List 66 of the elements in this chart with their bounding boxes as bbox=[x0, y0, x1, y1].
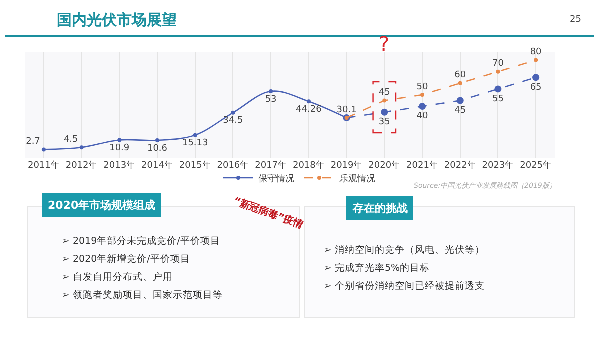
x-tick-label: 2023年 bbox=[482, 160, 514, 171]
data-label: 40 bbox=[416, 112, 428, 122]
data-label: 44.26 bbox=[296, 104, 322, 115]
text: ➢ 领跑者奖励项目、国家示范项目等 bbox=[62, 289, 223, 301]
x-tick-label: 2018年 bbox=[292, 160, 325, 171]
point bbox=[419, 103, 426, 110]
x-tick-label: 2012年 bbox=[66, 160, 98, 171]
x-tick-label: 2017年 bbox=[255, 160, 288, 171]
data-label: 60 bbox=[454, 70, 466, 81]
data-label: 30.1 bbox=[336, 105, 357, 116]
data-label: 70 bbox=[492, 59, 504, 70]
point bbox=[496, 70, 500, 74]
legend-label: 保守情况 bbox=[258, 174, 294, 185]
text: ➢ 消纳空间的竞争（风电、光伏等） bbox=[324, 244, 485, 256]
x-tick-label: 2014年 bbox=[142, 160, 174, 171]
data-label: 2.7 bbox=[26, 136, 40, 147]
point bbox=[494, 86, 502, 93]
point bbox=[420, 93, 424, 97]
x-tick-label: 2016年 bbox=[217, 160, 250, 171]
point bbox=[42, 148, 46, 152]
text: “新冠病毒”疫情 bbox=[232, 195, 305, 232]
chart-title: 国内光伏市场展望 bbox=[57, 11, 177, 29]
text: ? bbox=[379, 32, 390, 56]
data-label: 10.6 bbox=[147, 144, 168, 154]
legend-label: 乐观情况 bbox=[340, 174, 376, 185]
data-label: 80 bbox=[530, 48, 542, 58]
point bbox=[231, 110, 236, 115]
data-label: 45 bbox=[378, 88, 390, 98]
point bbox=[532, 74, 540, 82]
x-tick-label: 2013年 bbox=[104, 160, 136, 171]
x-tick-label: 2022年 bbox=[444, 160, 476, 171]
point bbox=[306, 100, 311, 104]
point bbox=[193, 133, 198, 138]
data-label: 50 bbox=[416, 82, 428, 92]
x-tick-label: 2011年 bbox=[28, 160, 60, 171]
data-label: 53 bbox=[265, 94, 277, 105]
data-label: 55 bbox=[492, 94, 504, 104]
point bbox=[118, 138, 122, 142]
data-label: 65 bbox=[530, 82, 542, 93]
text: ➢ 个别省份消纳空间已经被提前透支 bbox=[324, 280, 485, 292]
data-label: 10.9 bbox=[110, 143, 130, 154]
point bbox=[534, 58, 538, 62]
text: ➢ 完成弃光率5%的目标 bbox=[324, 262, 430, 274]
point bbox=[381, 108, 388, 116]
data-label: 35 bbox=[378, 117, 390, 128]
data-label: 4.5 bbox=[64, 134, 78, 145]
x-tick-label: 2025年 bbox=[520, 160, 552, 171]
x-tick-label: 2019年 bbox=[330, 160, 363, 171]
data-label: 15.13 bbox=[182, 138, 208, 149]
text: ➢ 2020年新增竞价/平价项目 bbox=[62, 253, 190, 265]
text: 2020年市场规模组成 bbox=[48, 199, 156, 212]
x-tick-label: 2020年 bbox=[368, 160, 401, 171]
text: ➢ 自发自用分布式、户用 bbox=[62, 271, 173, 283]
text: ➢ 2019年部分未完成竞价/平价项目 bbox=[62, 235, 220, 247]
text: 存在的挑战 bbox=[352, 202, 408, 215]
point bbox=[456, 97, 464, 104]
point bbox=[80, 146, 84, 150]
point bbox=[458, 81, 462, 86]
data-label: 45 bbox=[454, 106, 466, 116]
point bbox=[156, 138, 160, 143]
x-tick-label: 2021年 bbox=[406, 160, 438, 171]
point bbox=[382, 98, 387, 103]
point bbox=[269, 90, 274, 94]
data-label: 34.5 bbox=[223, 116, 244, 126]
x-tick-label: 2015年 bbox=[179, 160, 212, 171]
text: 25 bbox=[570, 15, 582, 25]
